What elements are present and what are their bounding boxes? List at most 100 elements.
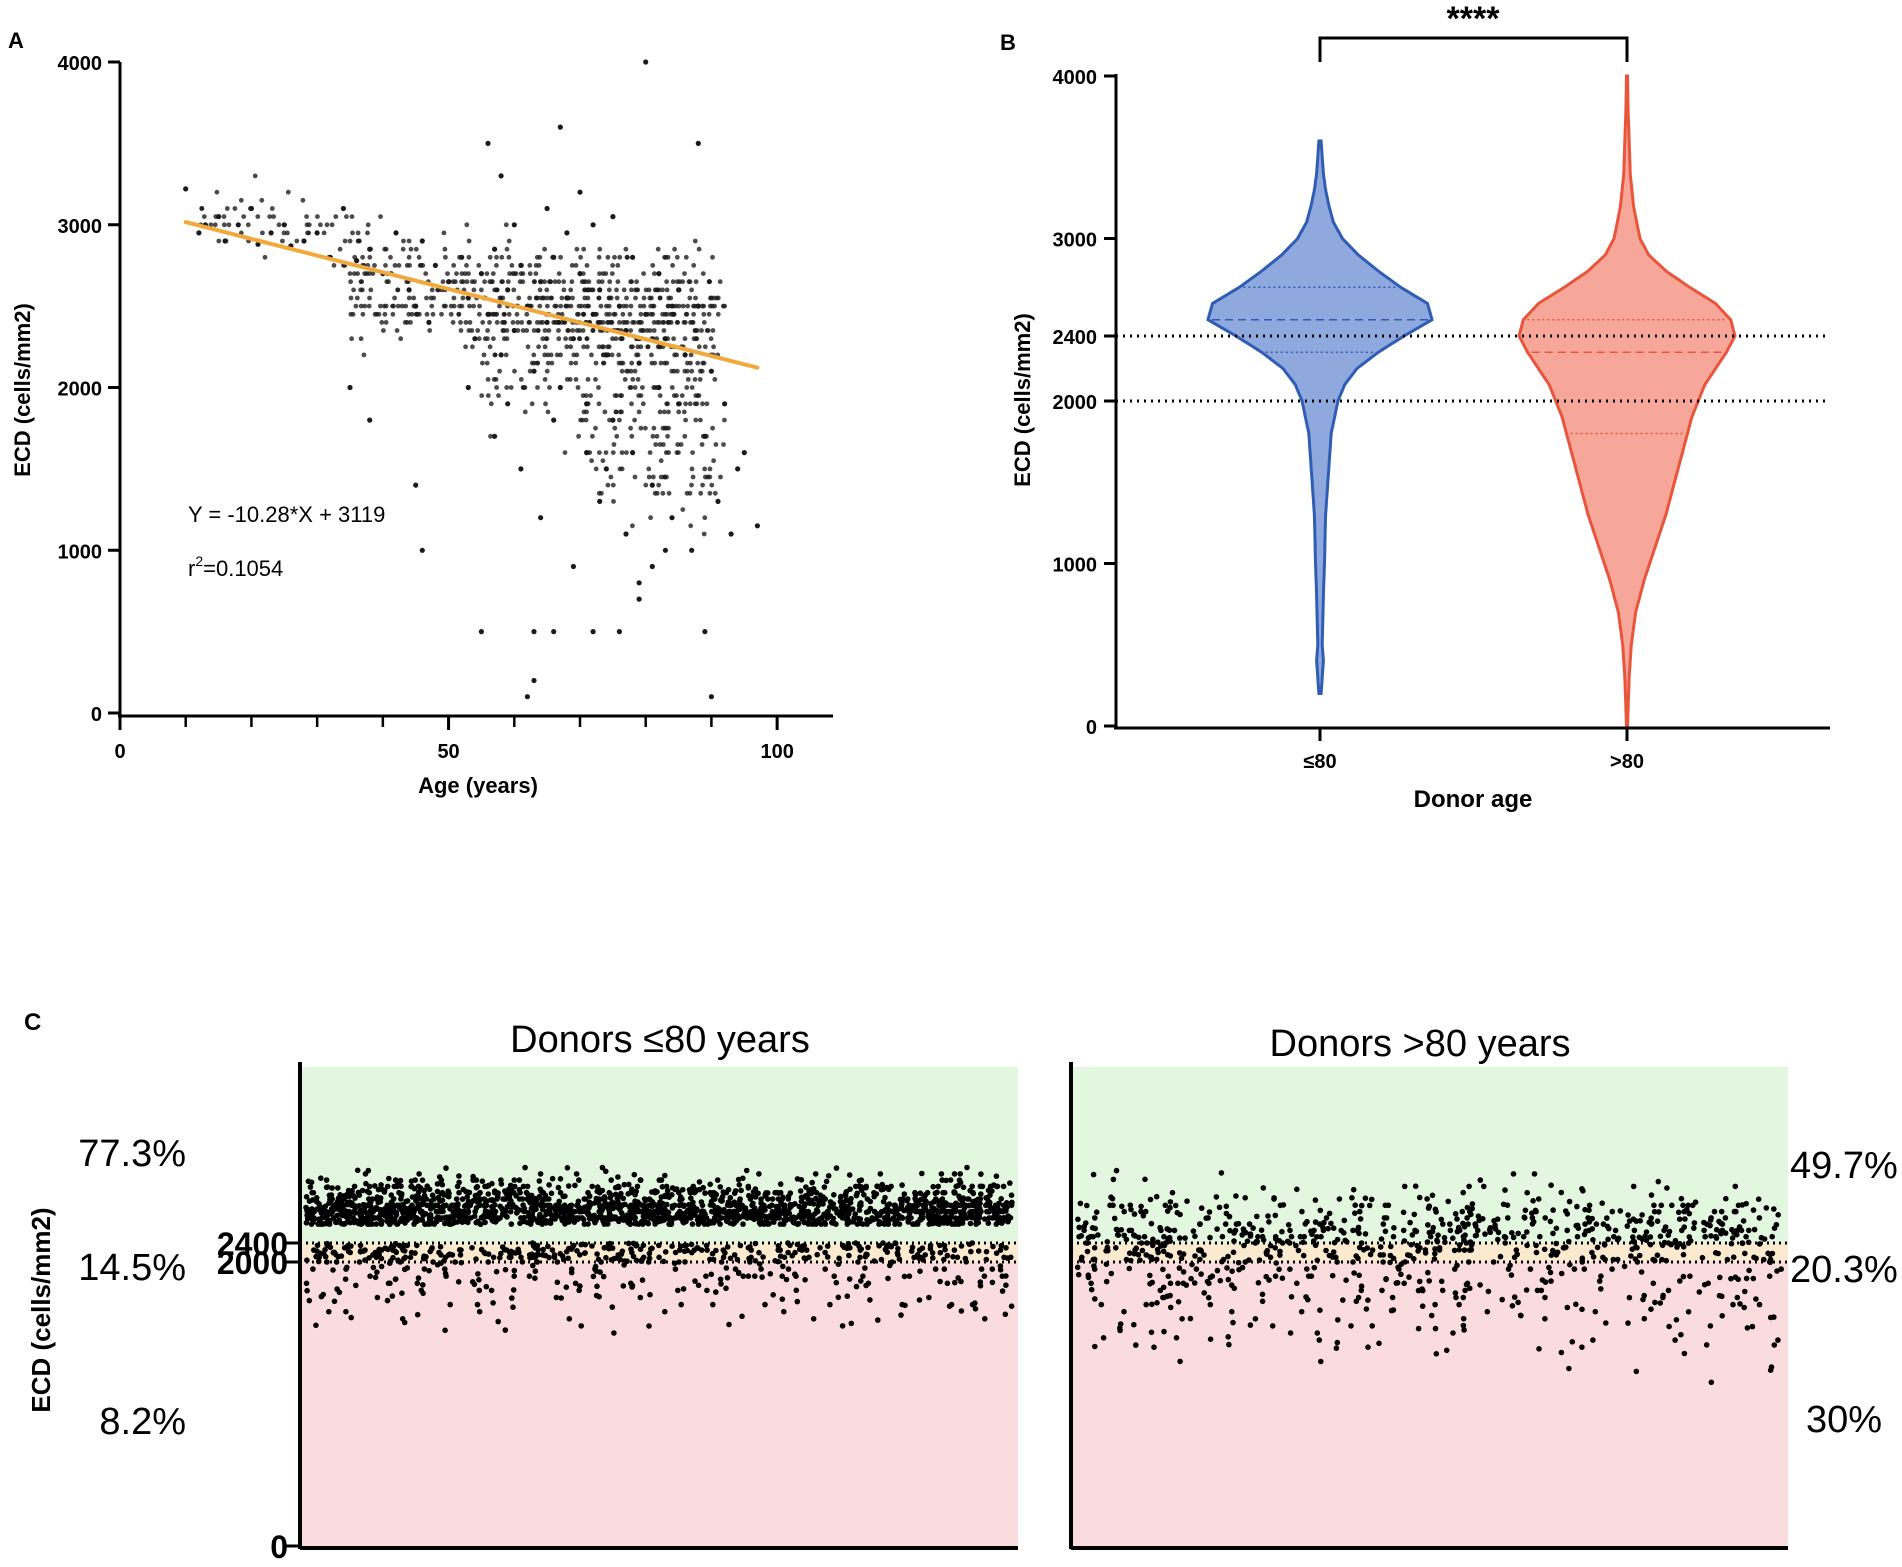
data-point [1093,1209,1100,1215]
data-point [857,1254,863,1261]
data-point [365,222,371,228]
data-point [1651,1208,1658,1215]
data-point [546,1196,552,1202]
data-point [1304,1266,1310,1272]
data-point [812,1171,819,1177]
data-point [1469,1201,1476,1207]
data-point [1224,1265,1230,1271]
data-point [1723,1195,1729,1202]
data-point [760,1254,766,1260]
data-point [569,263,575,268]
data-point [1269,1323,1276,1329]
data-point [969,1183,975,1190]
data-point [545,295,550,301]
data-point [926,1221,932,1227]
data-point [491,1189,498,1196]
data-point [749,1215,755,1221]
data-point [799,1247,805,1253]
data-point [470,344,475,350]
data-point [853,1283,860,1290]
data-point [456,1247,463,1253]
data-point [344,214,349,220]
data-point [1713,1235,1720,1241]
data-point [859,1187,865,1194]
data-point [551,1252,558,1258]
data-point [581,279,587,285]
data-point [404,320,410,325]
data-point [597,271,602,276]
data-point [1227,1227,1233,1234]
data-point [485,311,491,317]
data-point [1401,1280,1407,1287]
data-point [208,222,214,228]
data-point [1362,1195,1369,1201]
data-point [965,1196,972,1202]
data-point [1144,1240,1150,1246]
data-point [1155,1249,1161,1256]
data-point [742,1205,749,1211]
data-point [1669,1202,1675,1209]
data-point [1223,1210,1230,1217]
data-point [1147,1281,1153,1287]
data-point [1079,1254,1085,1261]
data-point [349,214,355,220]
data-point [611,442,617,447]
data-point [1708,1215,1714,1221]
data-point [787,1242,793,1249]
data-point [344,1245,351,1251]
data-point [745,1273,752,1279]
data-point [399,303,405,309]
data-point [382,246,388,252]
data-point [552,279,558,285]
data-point [416,1189,422,1195]
data-point [700,482,705,488]
data-point [392,295,397,301]
data-point [603,466,609,472]
data-point [1455,1224,1462,1231]
panel-label-c: C [24,1009,41,1036]
data-point [846,1252,852,1259]
data-point [1647,1241,1654,1248]
data-point [518,262,524,268]
data-point [407,1254,414,1261]
data-point [1285,1222,1292,1228]
data-point [568,360,574,366]
data-point [620,1195,627,1202]
data-point [1630,1234,1636,1240]
data-point [506,238,512,244]
data-point [656,1254,662,1261]
data-point [902,1302,908,1309]
data-point [581,246,587,252]
data-point [656,482,662,488]
data-point [364,1188,371,1195]
data-point [946,1208,952,1215]
data-point [752,1273,758,1279]
data-point [842,1208,848,1214]
data-point [856,1243,862,1250]
data-point [391,1243,397,1249]
data-point [1138,1208,1144,1215]
data-point [858,1202,864,1209]
data-point [958,1278,964,1285]
data-point [1388,1307,1395,1314]
data-point [453,1196,460,1202]
data-point [787,1190,794,1196]
data-point [476,1308,483,1315]
data-point [481,1196,488,1202]
y-tick-label: 2400 [1053,327,1098,349]
data-point [691,263,697,268]
data-point [502,320,508,325]
data-point [390,1254,396,1261]
data-point [372,1274,379,1281]
panel-c-zones [300,1067,1788,1546]
data-point [456,311,462,317]
data-point [435,287,441,293]
data-point [1522,1207,1529,1214]
data-point [1775,1212,1781,1218]
data-point [901,1273,908,1280]
data-point [397,1177,404,1184]
data-point [1415,1325,1422,1332]
data-point [335,1198,341,1204]
data-point [429,1192,436,1198]
